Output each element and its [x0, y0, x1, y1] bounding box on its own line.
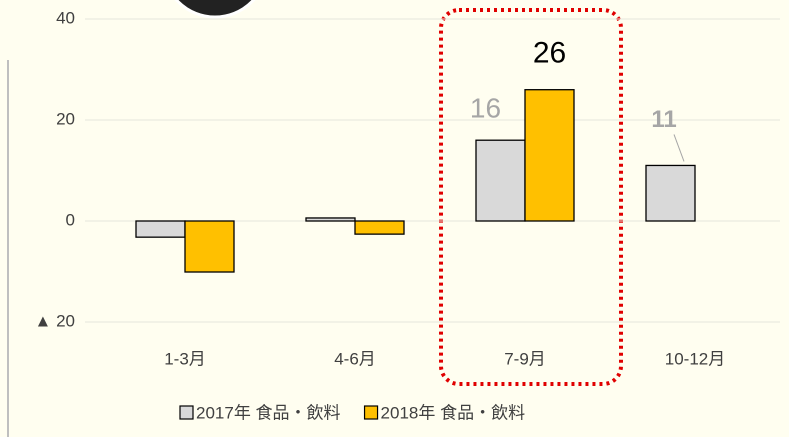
bar — [524, 89, 575, 222]
y-tick-label: ▲ 20 — [35, 311, 75, 330]
leader-line — [673, 134, 685, 162]
bar — [135, 220, 186, 238]
y-tick-label: 40 — [56, 8, 75, 27]
x-tick-label: 4-6月 — [334, 349, 376, 368]
x-tick-label: 7-9月 — [504, 349, 546, 368]
x-tick-label: 1-3月 — [164, 349, 206, 368]
data-label: 11 — [651, 106, 676, 133]
icon — [174, 0, 256, 19]
legend-label: 2018年 食品・飲料 — [381, 403, 526, 422]
y-tick-label: 0 — [66, 210, 75, 229]
x-tick-label: 10-12月 — [665, 349, 725, 368]
bar — [354, 220, 405, 235]
bar — [184, 220, 235, 273]
data-label: 26 — [533, 37, 566, 70]
legend-label: 2017年 食品・飲料 — [196, 403, 341, 422]
highlight-box — [439, 8, 623, 386]
legend-swatch — [179, 405, 194, 420]
y-tick-label: 20 — [56, 109, 75, 128]
bar — [475, 139, 526, 222]
data-label: 16 — [470, 93, 501, 124]
bar — [645, 164, 696, 222]
legend-swatch — [363, 405, 379, 420]
bar — [305, 217, 356, 222]
